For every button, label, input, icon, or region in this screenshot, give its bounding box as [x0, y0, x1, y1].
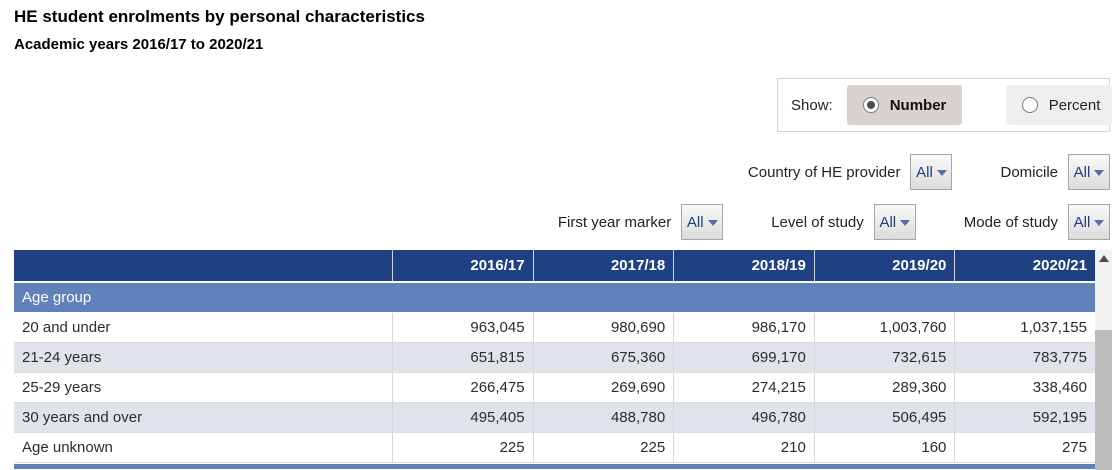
filters-row-2: First year marker All Level of study All…	[558, 204, 1110, 240]
table-scrollbar[interactable]	[1095, 250, 1112, 470]
table-row: 21-24 years 651,815 675,360 699,170 732,…	[14, 343, 1095, 373]
table-header-2020-21: 2020/21	[954, 250, 1095, 281]
radio-option-percent-label: Percent	[1048, 96, 1101, 114]
chevron-down-icon	[936, 170, 947, 176]
dropdown-value: All	[1073, 213, 1091, 231]
cell-value: 274,215	[673, 373, 814, 402]
cell-value: 506,495	[813, 403, 955, 432]
filter-country-of-he-provider-dropdown[interactable]: All	[910, 154, 953, 190]
radio-option-number[interactable]: Number	[846, 85, 962, 125]
chevron-down-icon	[707, 220, 718, 226]
table-header-2016-17: 2016/17	[392, 250, 533, 281]
cell-value: 275	[954, 433, 1095, 462]
enrolments-table: 2016/17 2017/18 2018/19 2019/20 2020/21 …	[14, 250, 1095, 469]
filter-first-year-marker: First year marker All	[557, 204, 724, 240]
filter-domicile-dropdown[interactable]: All	[1068, 154, 1110, 190]
cell-value: 1,003,760	[813, 313, 955, 342]
table-row: 20 and under 963,045 980,690 986,170 1,0…	[14, 313, 1095, 343]
cell-value: 225	[392, 433, 533, 462]
table-section-age-group: Age group	[14, 283, 1095, 313]
chevron-down-icon	[900, 220, 911, 226]
filter-first-year-marker-dropdown[interactable]: All	[681, 204, 724, 240]
next-section-partial-row	[14, 464, 1095, 469]
cell-value: 675,360	[532, 343, 674, 372]
cell-value: 651,815	[392, 343, 533, 372]
filter-first-year-marker-label: First year marker	[557, 213, 672, 231]
cell-value: 269,690	[532, 373, 674, 402]
filter-country-of-he-provider: Country of HE provider All	[748, 154, 953, 190]
cell-value: 160	[813, 433, 955, 462]
show-toggle-panel: Show: Number Percent	[777, 78, 1112, 132]
filters-row-1: Country of HE provider All Domicile All	[748, 154, 1110, 190]
filter-mode-of-study: Mode of study All	[964, 204, 1110, 240]
dropdown-value: All	[1073, 163, 1091, 181]
scrollbar-thumb[interactable]	[1095, 330, 1112, 470]
table-header-2018-19: 2018/19	[673, 250, 814, 281]
cell-value: 225	[532, 433, 674, 462]
scroll-up-button[interactable]	[1095, 250, 1112, 267]
cell-value: 338,460	[954, 373, 1095, 402]
dropdown-value: All	[686, 213, 704, 231]
page-subtitle: Academic years 2016/17 to 2020/21	[14, 36, 264, 53]
dropdown-value: All	[916, 163, 933, 181]
cell-value: 1,037,155	[954, 313, 1095, 342]
filter-level-of-study-dropdown[interactable]: All	[873, 204, 916, 240]
filter-mode-of-study-label: Mode of study	[963, 213, 1058, 231]
table-header-2019-20: 2019/20	[813, 250, 955, 281]
cell-value: 210	[673, 433, 814, 462]
radio-selected-icon[interactable]	[862, 97, 879, 113]
filter-domicile-label: Domicile	[1000, 163, 1058, 181]
filter-level-of-study-label: Level of study	[771, 213, 864, 231]
filter-level-of-study: Level of study All	[771, 204, 916, 240]
table-header-row: 2016/17 2017/18 2018/19 2019/20 2020/21	[14, 250, 1095, 283]
cell-value: 289,360	[813, 373, 955, 402]
show-label: Show:	[791, 96, 833, 114]
table-row: 25-29 years 266,475 269,690 274,215 289,…	[14, 373, 1095, 403]
table-header-blank	[14, 250, 392, 281]
radio-option-number-label: Number	[889, 96, 947, 114]
row-label: Age unknown	[22, 439, 113, 456]
row-label: 21-24 years	[22, 349, 102, 366]
cell-value: 783,775	[954, 343, 1095, 372]
radio-unselected-icon[interactable]	[1021, 97, 1038, 113]
cell-value: 266,475	[392, 373, 533, 402]
filter-domicile: Domicile All	[1000, 154, 1110, 190]
page-title: HE student enrolments by personal charac…	[14, 7, 425, 26]
filter-country-of-he-provider-label: Country of HE provider	[747, 163, 901, 181]
cell-value: 592,195	[954, 403, 1095, 432]
cell-value: 963,045	[392, 313, 533, 342]
cell-value: 980,690	[532, 313, 674, 342]
radio-option-percent[interactable]: Percent	[1005, 85, 1112, 125]
cell-value: 986,170	[673, 313, 814, 342]
dropdown-value: All	[879, 213, 897, 231]
table-row: Age unknown 225 225 210 160 275	[14, 433, 1095, 463]
cell-value: 496,780	[673, 403, 814, 432]
chevron-down-icon	[1094, 220, 1105, 226]
table-header-2017-18: 2017/18	[532, 250, 674, 281]
row-label: 30 years and over	[22, 409, 143, 426]
filter-mode-of-study-dropdown[interactable]: All	[1068, 204, 1110, 240]
row-label: 25-29 years	[22, 379, 102, 396]
cell-value: 495,405	[392, 403, 533, 432]
row-label: 20 and under	[22, 319, 111, 336]
chevron-down-icon	[1094, 170, 1105, 176]
table-row: 30 years and over 495,405 488,780 496,78…	[14, 403, 1095, 433]
cell-value: 488,780	[532, 403, 674, 432]
cell-value: 732,615	[813, 343, 955, 372]
arrow-up-icon	[1098, 255, 1109, 262]
cell-value: 699,170	[673, 343, 814, 372]
